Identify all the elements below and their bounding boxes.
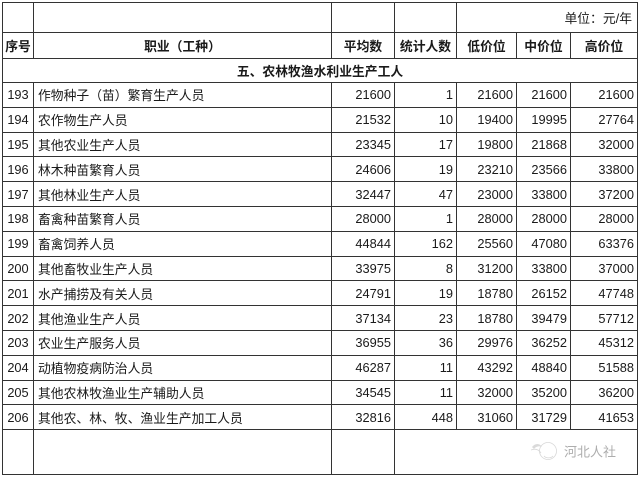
svg-text:河北人社: 河北人社 bbox=[564, 442, 616, 461]
